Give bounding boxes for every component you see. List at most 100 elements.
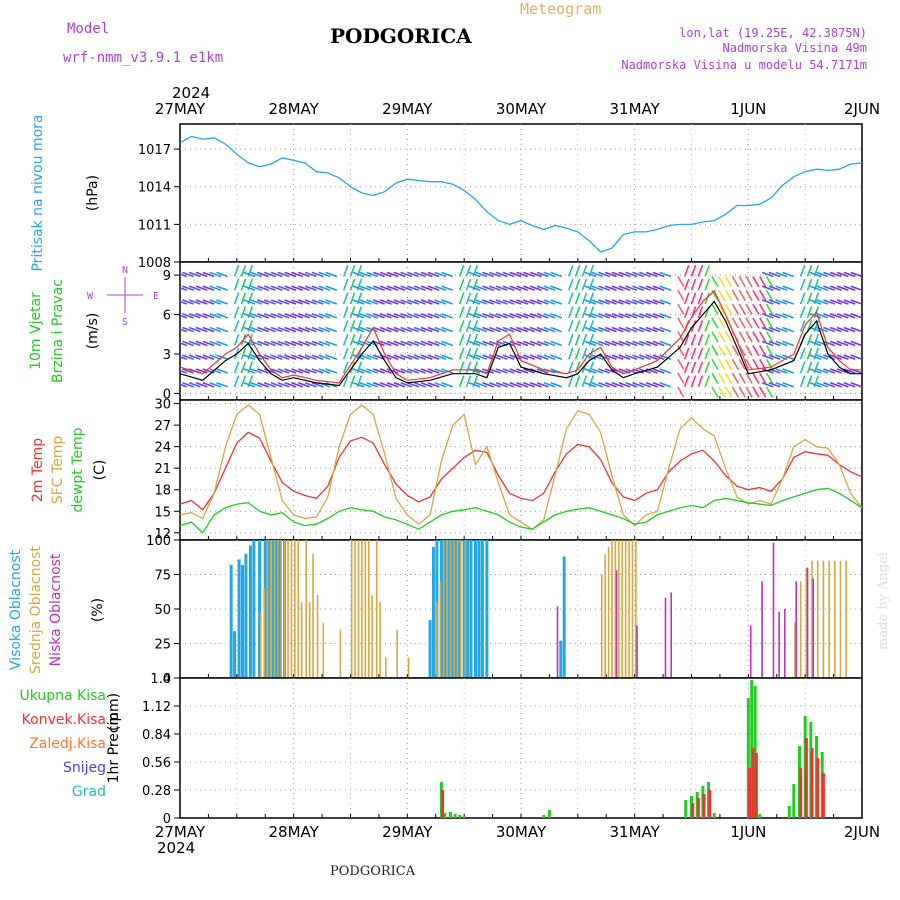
y-tick-label: 0	[163, 812, 171, 827]
wind-arrow	[180, 273, 188, 278]
bar	[753, 686, 757, 818]
wind-arrow	[233, 361, 240, 374]
wind-arrow	[775, 313, 788, 319]
wind-arrow	[768, 326, 781, 333]
wind-arrow	[618, 285, 631, 292]
wind-arrow	[639, 382, 651, 388]
series-line	[179, 289, 862, 384]
wind-arrow	[243, 313, 256, 319]
wind-arrow	[718, 331, 726, 343]
wind-arrow	[502, 368, 515, 374]
pressure-panel: 1008 1011 1014 1017	[138, 123, 863, 271]
wind-arrow	[677, 386, 685, 398]
wind-arrow	[536, 354, 549, 361]
wind-unit: (m/s)	[85, 313, 101, 350]
wind-arrow	[349, 306, 356, 319]
wind-arrow	[775, 382, 788, 388]
wind-arrow	[611, 326, 624, 333]
x-tick-label: 30MAY	[496, 823, 547, 841]
bar	[804, 738, 808, 818]
wind-arrow	[441, 313, 454, 319]
wind-arrow	[659, 299, 672, 305]
wind-arrow	[516, 313, 529, 319]
wind-arrow	[639, 271, 651, 278]
wind-arrow	[257, 368, 269, 374]
wind-arrow	[724, 303, 733, 315]
wind-arrow	[724, 331, 733, 343]
wind-arrow	[257, 382, 269, 388]
wind-arrow	[180, 330, 181, 332]
wind-arrow	[618, 340, 631, 347]
wind-arrow	[325, 313, 338, 319]
wind-arrow	[311, 354, 324, 361]
wind-arrow	[611, 340, 624, 347]
wind-arrow	[584, 326, 597, 333]
wind-arrow	[775, 271, 788, 278]
x-tick-label: 27MAY	[155, 823, 206, 841]
wind-arrow	[581, 264, 588, 277]
wind-arrow	[550, 299, 563, 305]
wind-arrow	[180, 328, 188, 333]
wind-arrow	[180, 314, 188, 319]
wind-arrow	[257, 313, 269, 319]
wind-arrow	[677, 303, 685, 315]
wind-arrow	[843, 340, 856, 347]
wind-arrow	[523, 271, 535, 278]
wind-arrow	[291, 299, 304, 305]
wind-arrow	[270, 354, 283, 361]
wind-arrow	[458, 278, 465, 291]
wind-arrow	[574, 320, 581, 332]
wind-arrow	[263, 313, 276, 319]
wind-arrow	[806, 292, 813, 305]
compass-s: S	[122, 317, 128, 328]
wind-arrow	[765, 331, 774, 343]
wind-arrow	[843, 368, 856, 374]
wind-arrow	[468, 382, 481, 388]
wind-arrow	[277, 271, 290, 278]
wind-arrow	[284, 340, 297, 347]
wind-arrow	[516, 382, 529, 388]
wind-arrow	[711, 331, 719, 343]
wind-arrow	[581, 333, 588, 346]
wind-arrow	[850, 382, 862, 388]
x-tick-label: 30MAY	[496, 100, 547, 118]
wind-arrow	[342, 292, 349, 305]
wind-arrow	[379, 271, 392, 278]
wind-arrow	[625, 354, 638, 361]
wind-arrow	[652, 382, 665, 388]
wind-arrow	[195, 313, 208, 319]
wind-arrow	[243, 354, 256, 361]
wind-arrow	[304, 313, 317, 319]
wind-arrow	[366, 354, 379, 361]
wind-arrow	[509, 354, 522, 361]
wind-arrow	[393, 271, 406, 278]
wind-arrow	[180, 355, 188, 361]
wind-arrow	[550, 354, 563, 361]
wind-arrow	[632, 299, 645, 305]
wind-arrow	[482, 313, 494, 319]
wind-arrow	[216, 340, 229, 347]
wind-arrow	[250, 354, 263, 361]
wind-arrow	[495, 285, 508, 292]
wind-arrow	[209, 382, 222, 388]
wind-arrow	[632, 382, 645, 388]
wind-arrow	[441, 299, 454, 305]
wind-arrow	[434, 340, 447, 347]
low-cloud-label: Niska Oblacnost	[48, 553, 64, 666]
wind-arrow	[291, 382, 304, 388]
wind-arrow	[836, 271, 849, 278]
wind-arrow	[718, 289, 726, 302]
wind-arrow	[567, 264, 574, 277]
wind-label: 10m Vjetar	[28, 292, 44, 370]
wind-arrow	[458, 264, 465, 277]
wind-arrow	[543, 313, 556, 319]
compass: W E N S	[87, 265, 159, 328]
wind-arrow	[188, 313, 201, 319]
wind-arrow	[850, 340, 862, 347]
wind-arrow	[683, 375, 690, 388]
wind-arrow	[349, 278, 356, 291]
wind-arrow	[799, 375, 806, 388]
wind-arrow	[768, 271, 781, 278]
wind-arrow	[711, 372, 719, 384]
